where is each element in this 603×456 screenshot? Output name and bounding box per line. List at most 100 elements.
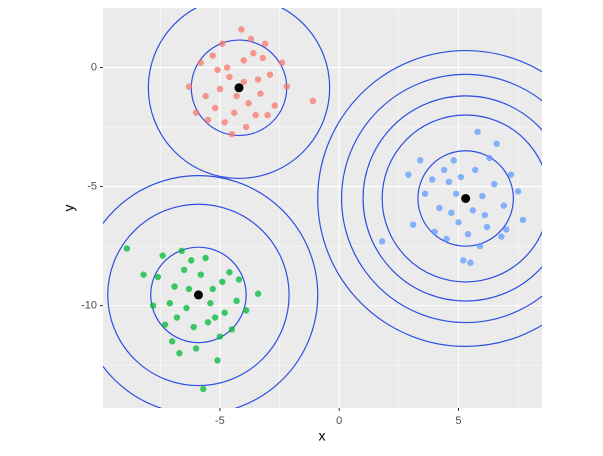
point — [266, 71, 274, 78]
point — [178, 247, 185, 255]
point — [240, 57, 247, 64]
point — [228, 130, 236, 138]
point — [176, 350, 183, 357]
point — [123, 245, 131, 252]
point — [204, 319, 212, 326]
point — [507, 171, 515, 178]
point — [166, 300, 174, 307]
y-axis-title: y — [61, 205, 77, 212]
point — [455, 219, 462, 226]
point — [202, 254, 209, 262]
point — [197, 271, 205, 278]
point — [476, 242, 484, 250]
point — [226, 269, 233, 276]
point — [223, 64, 231, 71]
point — [429, 176, 436, 183]
point — [467, 259, 474, 266]
point — [271, 102, 278, 109]
point — [242, 307, 250, 314]
point — [252, 111, 259, 119]
point — [242, 123, 250, 131]
point — [180, 266, 188, 274]
contour — [103, 175, 319, 408]
point — [431, 228, 438, 236]
y-tick-label: 0 — [91, 61, 97, 73]
point — [214, 66, 221, 74]
point — [185, 83, 193, 90]
point — [503, 226, 510, 233]
point — [168, 338, 176, 345]
point — [149, 302, 157, 309]
contour — [317, 49, 542, 347]
center — [234, 83, 244, 93]
x-tick-label: -5 — [215, 415, 225, 427]
point — [445, 178, 453, 186]
point — [219, 278, 226, 286]
point — [450, 157, 457, 164]
point — [233, 92, 240, 100]
point — [491, 180, 498, 188]
point — [190, 323, 197, 331]
contour — [381, 114, 542, 283]
point — [240, 78, 247, 86]
point — [448, 209, 455, 216]
point — [245, 100, 252, 107]
point — [221, 119, 228, 126]
point — [207, 300, 214, 307]
point — [226, 73, 233, 81]
point — [259, 54, 267, 62]
point — [214, 357, 221, 364]
point — [440, 166, 448, 174]
point — [250, 50, 257, 57]
point — [209, 52, 216, 59]
point — [464, 230, 472, 238]
point — [483, 223, 491, 231]
contour — [341, 73, 542, 324]
point — [493, 140, 500, 147]
point — [192, 109, 200, 116]
point — [254, 76, 262, 83]
point — [254, 290, 262, 297]
y-tick-label: -5 — [87, 180, 97, 192]
x-axis-title: x — [319, 428, 326, 444]
point — [264, 111, 271, 119]
contour — [362, 95, 542, 302]
point — [216, 333, 224, 340]
point — [238, 26, 245, 33]
point — [209, 285, 216, 293]
point — [219, 40, 226, 47]
point — [192, 345, 200, 352]
point — [452, 190, 460, 197]
x-tick-label: 5 — [455, 415, 461, 427]
point — [498, 233, 505, 240]
point — [405, 171, 412, 178]
point — [471, 166, 479, 174]
contour — [417, 150, 514, 247]
contour — [107, 203, 290, 387]
point — [211, 314, 219, 321]
y-tick-label: -10 — [81, 300, 97, 312]
point — [500, 202, 508, 209]
contour — [150, 246, 247, 344]
point — [161, 321, 169, 328]
point — [202, 92, 209, 100]
point — [211, 104, 219, 112]
center — [461, 193, 471, 203]
point — [221, 309, 228, 316]
point — [228, 326, 236, 333]
point — [460, 257, 467, 264]
point — [231, 109, 238, 116]
point — [159, 252, 166, 259]
point — [247, 35, 255, 43]
grid — [103, 7, 542, 408]
point — [514, 188, 522, 195]
x-tick-label: 0 — [336, 415, 342, 427]
point — [140, 271, 147, 278]
point — [257, 90, 264, 97]
point — [457, 173, 465, 181]
center — [193, 290, 203, 300]
point — [519, 216, 527, 224]
point — [185, 285, 193, 293]
point — [235, 276, 243, 283]
